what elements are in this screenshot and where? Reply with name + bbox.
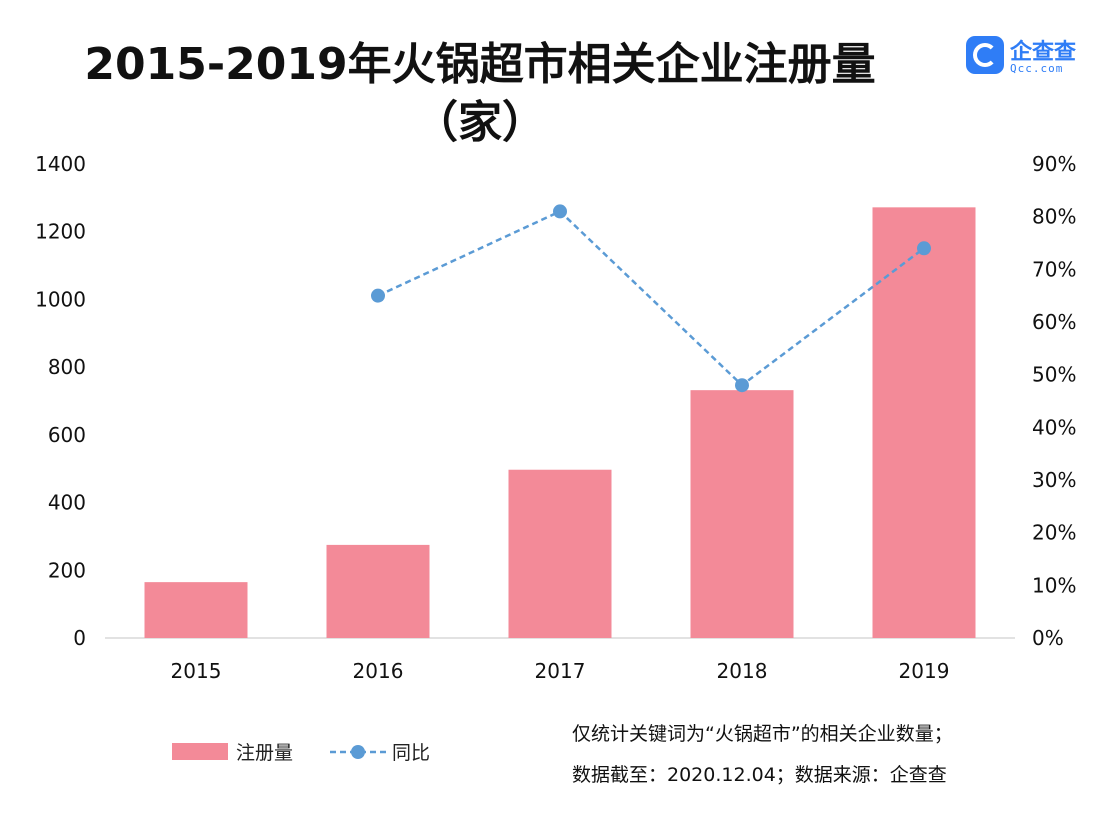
footnote-scope: 仅统计关键词为“火锅超市”的相关企业数量； bbox=[572, 723, 953, 745]
chart-title-unit: （家） bbox=[414, 97, 546, 148]
bar-2016 bbox=[326, 544, 430, 638]
bar-2017 bbox=[508, 469, 612, 638]
qcc-logo: 企查查 Qcc.com bbox=[966, 34, 1086, 80]
y-left-tick-label: 1400 bbox=[35, 152, 86, 176]
x-tick-label: 2017 bbox=[535, 659, 586, 683]
yoy-point-2017 bbox=[553, 204, 567, 219]
y-right-tick-label: 40% bbox=[1032, 415, 1076, 439]
yoy-point-2016 bbox=[371, 288, 385, 303]
x-tick-label: 2016 bbox=[353, 659, 404, 683]
x-tick-label: 2015 bbox=[171, 659, 222, 683]
qcc-logo-icon bbox=[966, 36, 1004, 74]
legend-bar-label: 注册量 bbox=[236, 742, 294, 764]
footnote-source: 数据截至：2020.12.04；数据来源：企查查 bbox=[572, 764, 947, 786]
y-right-tick-label: 20% bbox=[1032, 521, 1076, 545]
y-left-tick-label: 600 bbox=[48, 423, 86, 447]
x-tick-label: 2019 bbox=[899, 659, 950, 683]
y-right-tick-label: 60% bbox=[1032, 310, 1076, 334]
yoy-point-2019 bbox=[917, 241, 931, 256]
legend-bar-swatch bbox=[172, 743, 228, 760]
bar-2015 bbox=[144, 582, 248, 638]
y-right-tick-label: 80% bbox=[1032, 205, 1076, 229]
y-left-tick-label: 200 bbox=[48, 558, 86, 582]
legend-line-swatch bbox=[330, 745, 386, 759]
bar-2019 bbox=[872, 207, 976, 638]
y-right-tick-label: 30% bbox=[1032, 468, 1076, 492]
legend-line-label: 同比 bbox=[392, 742, 431, 764]
y-left-tick-label: 400 bbox=[48, 491, 86, 515]
bar-2018 bbox=[690, 390, 794, 638]
x-tick-label: 2018 bbox=[717, 659, 768, 683]
y-left-tick-label: 0 bbox=[73, 626, 86, 650]
y-right-tick-label: 0% bbox=[1032, 626, 1064, 650]
y-right-tick-label: 10% bbox=[1032, 573, 1076, 597]
yoy-point-2018 bbox=[735, 378, 749, 393]
chart-title: 2015-2019年火锅超市相关企业注册量 bbox=[84, 39, 876, 90]
y-left-tick-label: 800 bbox=[48, 355, 86, 379]
y-left-tick-label: 1200 bbox=[35, 220, 86, 244]
y-right-tick-label: 70% bbox=[1032, 257, 1076, 281]
logo-name: 企查查 bbox=[1010, 40, 1077, 65]
y-right-tick-label: 50% bbox=[1032, 363, 1076, 387]
y-left-tick-label: 1000 bbox=[35, 287, 86, 311]
logo-domain: Qcc.com bbox=[1010, 62, 1064, 75]
y-right-tick-label: 90% bbox=[1032, 152, 1076, 176]
yoy-line bbox=[377, 209, 925, 387]
